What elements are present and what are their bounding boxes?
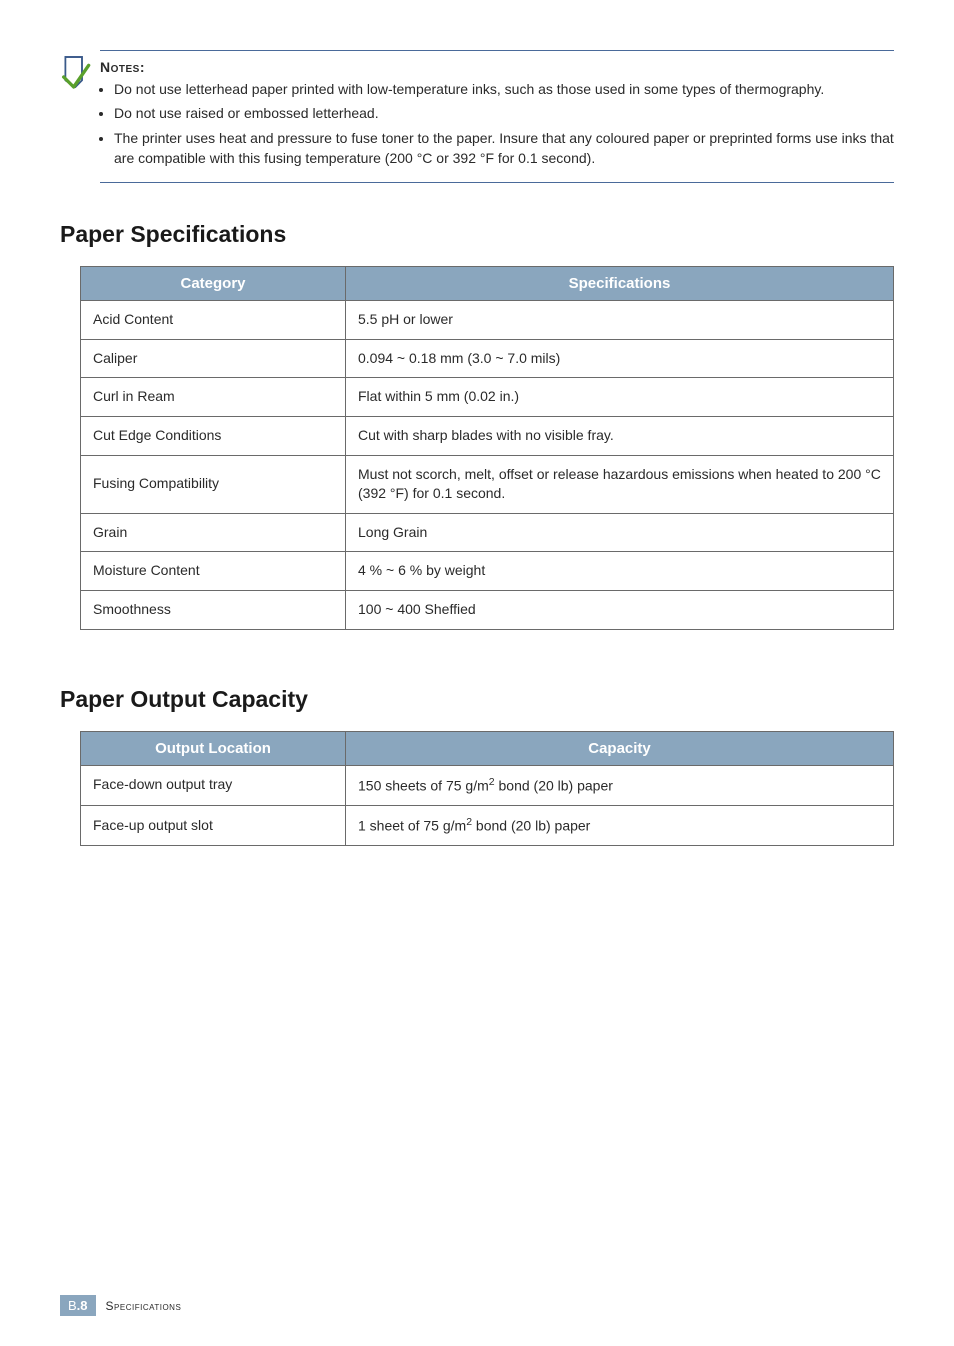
cell-category: Curl in Ream — [81, 378, 346, 417]
cell-capacity: 1 sheet of 75 g/m2 bond (20 lb) paper — [346, 805, 894, 845]
table-row: Face-up output slot 1 sheet of 75 g/m2 b… — [81, 805, 894, 845]
table-row: Acid Content 5.5 pH or lower — [81, 301, 894, 340]
notes-item: Do not use letterhead paper printed with… — [114, 79, 894, 99]
cell-category: Caliper — [81, 339, 346, 378]
cell-spec: Must not scorch, melt, offset or release… — [346, 455, 894, 513]
table-row: Moisture Content 4 % ~ 6 % by weight — [81, 552, 894, 591]
column-header: Specifications — [346, 267, 894, 301]
cell-spec: 100 ~ 400 Sheffied — [346, 590, 894, 629]
cell-category: Smoothness — [81, 590, 346, 629]
cell-spec: Long Grain — [346, 513, 894, 552]
cell-category: Fusing Compatibility — [81, 455, 346, 513]
cell-spec: Cut with sharp blades with no visible fr… — [346, 416, 894, 455]
notes-block: Notes: Do not use letterhead paper print… — [60, 50, 894, 183]
notes-item: Do not use raised or embossed letterhead… — [114, 103, 894, 123]
column-header: Output Location — [81, 731, 346, 765]
cell-category: Moisture Content — [81, 552, 346, 591]
paper-specifications-table: Category Specifications Acid Content 5.5… — [80, 266, 894, 629]
table-row: Grain Long Grain — [81, 513, 894, 552]
page-number-badge: B.8 — [60, 1295, 96, 1316]
column-header: Category — [81, 267, 346, 301]
cell-spec: 0.094 ~ 0.18 mm (3.0 ~ 7.0 mils) — [346, 339, 894, 378]
table-row: Cut Edge Conditions Cut with sharp blade… — [81, 416, 894, 455]
cell-spec: 4 % ~ 6 % by weight — [346, 552, 894, 591]
notes-list: Do not use letterhead paper printed with… — [100, 79, 894, 168]
cell-category: Cut Edge Conditions — [81, 416, 346, 455]
page-prefix: B — [68, 1298, 77, 1313]
paper-specifications-heading: Paper Specifications — [60, 221, 894, 248]
cell-spec: Flat within 5 mm (0.02 in.) — [346, 378, 894, 417]
notes-icon — [60, 52, 94, 97]
cell-category: Grain — [81, 513, 346, 552]
cell-category: Acid Content — [81, 301, 346, 340]
cell-location: Face-down output tray — [81, 765, 346, 805]
notes-item: The printer uses heat and pressure to fu… — [114, 128, 894, 169]
table-row: Fusing Compatibility Must not scorch, me… — [81, 455, 894, 513]
column-header: Capacity — [346, 731, 894, 765]
notes-title: Notes: — [100, 59, 894, 75]
page-number: 8 — [80, 1298, 87, 1313]
page-footer: B.8 Specifications — [60, 1295, 181, 1316]
cell-capacity: 150 sheets of 75 g/m2 bond (20 lb) paper — [346, 765, 894, 805]
cell-location: Face-up output slot — [81, 805, 346, 845]
table-row: Smoothness 100 ~ 400 Sheffied — [81, 590, 894, 629]
table-row: Curl in Ream Flat within 5 mm (0.02 in.) — [81, 378, 894, 417]
paper-output-capacity-table: Output Location Capacity Face-down outpu… — [80, 731, 894, 847]
cell-spec: 5.5 pH or lower — [346, 301, 894, 340]
footer-section-label: Specifications — [106, 1299, 182, 1313]
table-row: Face-down output tray 150 sheets of 75 g… — [81, 765, 894, 805]
table-row: Caliper 0.094 ~ 0.18 mm (3.0 ~ 7.0 mils) — [81, 339, 894, 378]
paper-output-capacity-heading: Paper Output Capacity — [60, 686, 894, 713]
notes-content: Notes: Do not use letterhead paper print… — [100, 50, 894, 183]
